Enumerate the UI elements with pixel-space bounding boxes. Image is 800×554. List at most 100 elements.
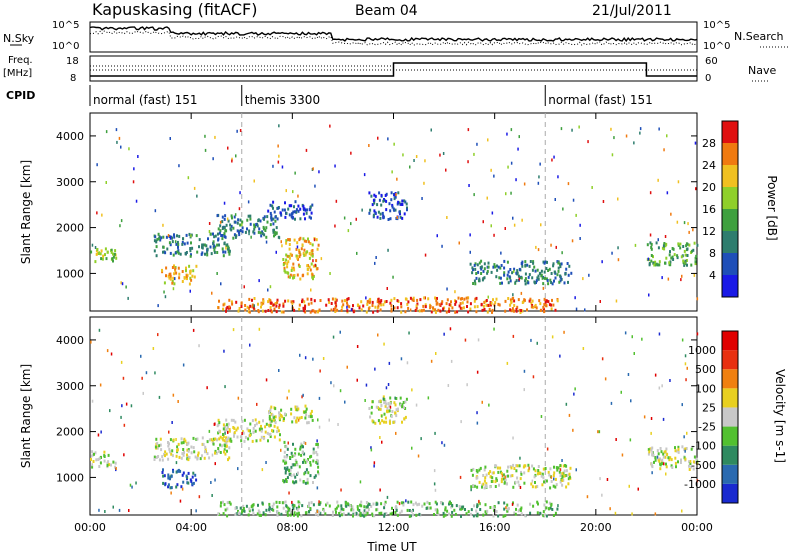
echo-cell	[221, 215, 224, 219]
echo-cell	[364, 508, 367, 512]
echo-cell	[293, 504, 296, 508]
echo-cell	[107, 453, 110, 457]
echo-cell	[499, 266, 502, 270]
echo-cell	[524, 277, 527, 281]
cpid-segments: normal (fast) 151 themis 3300 normal (fast…	[89, 85, 653, 107]
echo-cell	[379, 436, 381, 439]
echo-cell	[399, 396, 402, 400]
echo-cell	[546, 279, 549, 282]
echo-cell	[96, 211, 98, 215]
echo-cell	[296, 416, 299, 420]
echo-cell	[310, 501, 313, 505]
echo-cell	[282, 304, 285, 308]
echo-cell	[385, 208, 388, 212]
echo-cell	[385, 512, 388, 515]
echo-cell	[194, 455, 197, 459]
echo-cell	[661, 246, 664, 250]
echo-cell	[400, 357, 403, 361]
echo-cell	[304, 356, 307, 360]
echo-cell	[181, 487, 184, 491]
echo-cell	[495, 477, 498, 481]
echo-cell	[563, 281, 566, 285]
echo-cell	[470, 488, 472, 492]
echo-cell	[634, 243, 637, 247]
echo-cell	[444, 508, 447, 512]
echo-cell	[340, 488, 342, 492]
echo-cell	[118, 508, 121, 512]
echo-cell	[112, 255, 115, 259]
echo-cell	[302, 445, 304, 449]
echo-cell	[261, 309, 264, 313]
echo-cell	[401, 199, 404, 203]
echo-cell	[532, 305, 535, 309]
echo-cell	[145, 371, 148, 375]
echo-cell	[114, 465, 117, 469]
echo-cell	[562, 207, 564, 211]
echo-cell	[264, 309, 267, 313]
echo-cell	[633, 141, 635, 145]
echo-cell	[277, 160, 280, 164]
echo-cell	[155, 254, 158, 258]
echo-cell	[253, 179, 255, 183]
echo-cell	[190, 278, 193, 282]
echo-cell	[287, 508, 290, 512]
echo-cell	[391, 410, 394, 413]
echo-cell	[507, 281, 510, 285]
echo-cell	[667, 277, 670, 281]
echo-cell	[252, 306, 255, 310]
echo-cell	[649, 191, 652, 195]
echo-cell	[662, 244, 665, 248]
velocity-colorbar-tick: -1000	[684, 478, 716, 491]
echo-cell	[385, 300, 388, 303]
echo-cell	[561, 479, 564, 482]
echo-cell	[282, 310, 285, 314]
echo-cell	[389, 209, 392, 213]
echo-cell	[542, 467, 545, 471]
echo-cell	[118, 136, 121, 140]
echo-cell	[545, 514, 548, 518]
echo-cell	[242, 431, 245, 435]
echo-cell	[221, 234, 224, 237]
power-colorbar-label: Power [dB]	[765, 175, 779, 240]
echo-cell	[299, 207, 302, 211]
echo-cell	[304, 310, 307, 314]
echo-cell	[339, 510, 342, 514]
echo-cell	[684, 253, 687, 257]
echo-cell	[572, 198, 575, 202]
echo-cell	[410, 514, 412, 518]
echo-cell	[660, 450, 663, 454]
echo-cell	[236, 221, 239, 225]
echo-cell	[481, 400, 483, 404]
echo-cell	[375, 256, 377, 259]
echo-cell	[460, 420, 462, 424]
sparse-echoes	[91, 124, 699, 312]
echo-cell	[299, 236, 302, 240]
echo-cell	[344, 400, 346, 404]
echo-cell	[168, 241, 171, 245]
echo-cell	[286, 447, 289, 451]
echo-cell	[516, 271, 519, 275]
echo-cell	[346, 309, 349, 313]
echo-cell	[651, 446, 654, 450]
echo-cell	[542, 282, 545, 286]
echo-cell	[517, 274, 520, 278]
echo-cell	[284, 469, 287, 472]
echo-cell	[430, 128, 432, 132]
colorbar-cell	[722, 407, 738, 427]
echo-cell	[310, 216, 312, 220]
echo-cell	[254, 429, 257, 433]
freq-panel	[89, 55, 698, 82]
echo-cell	[406, 361, 409, 365]
echo-cell	[684, 354, 687, 358]
echo-cell	[252, 430, 255, 434]
echo-cell	[559, 354, 561, 358]
echo-cell	[670, 458, 673, 462]
echo-cell	[112, 252, 114, 256]
echo-cell	[169, 475, 172, 479]
echo-cell	[289, 513, 292, 517]
echo-cell	[367, 508, 370, 511]
echo-cell	[303, 458, 306, 462]
echo-cell	[182, 237, 184, 241]
echo-cell	[304, 307, 306, 311]
echo-cell	[503, 273, 506, 277]
